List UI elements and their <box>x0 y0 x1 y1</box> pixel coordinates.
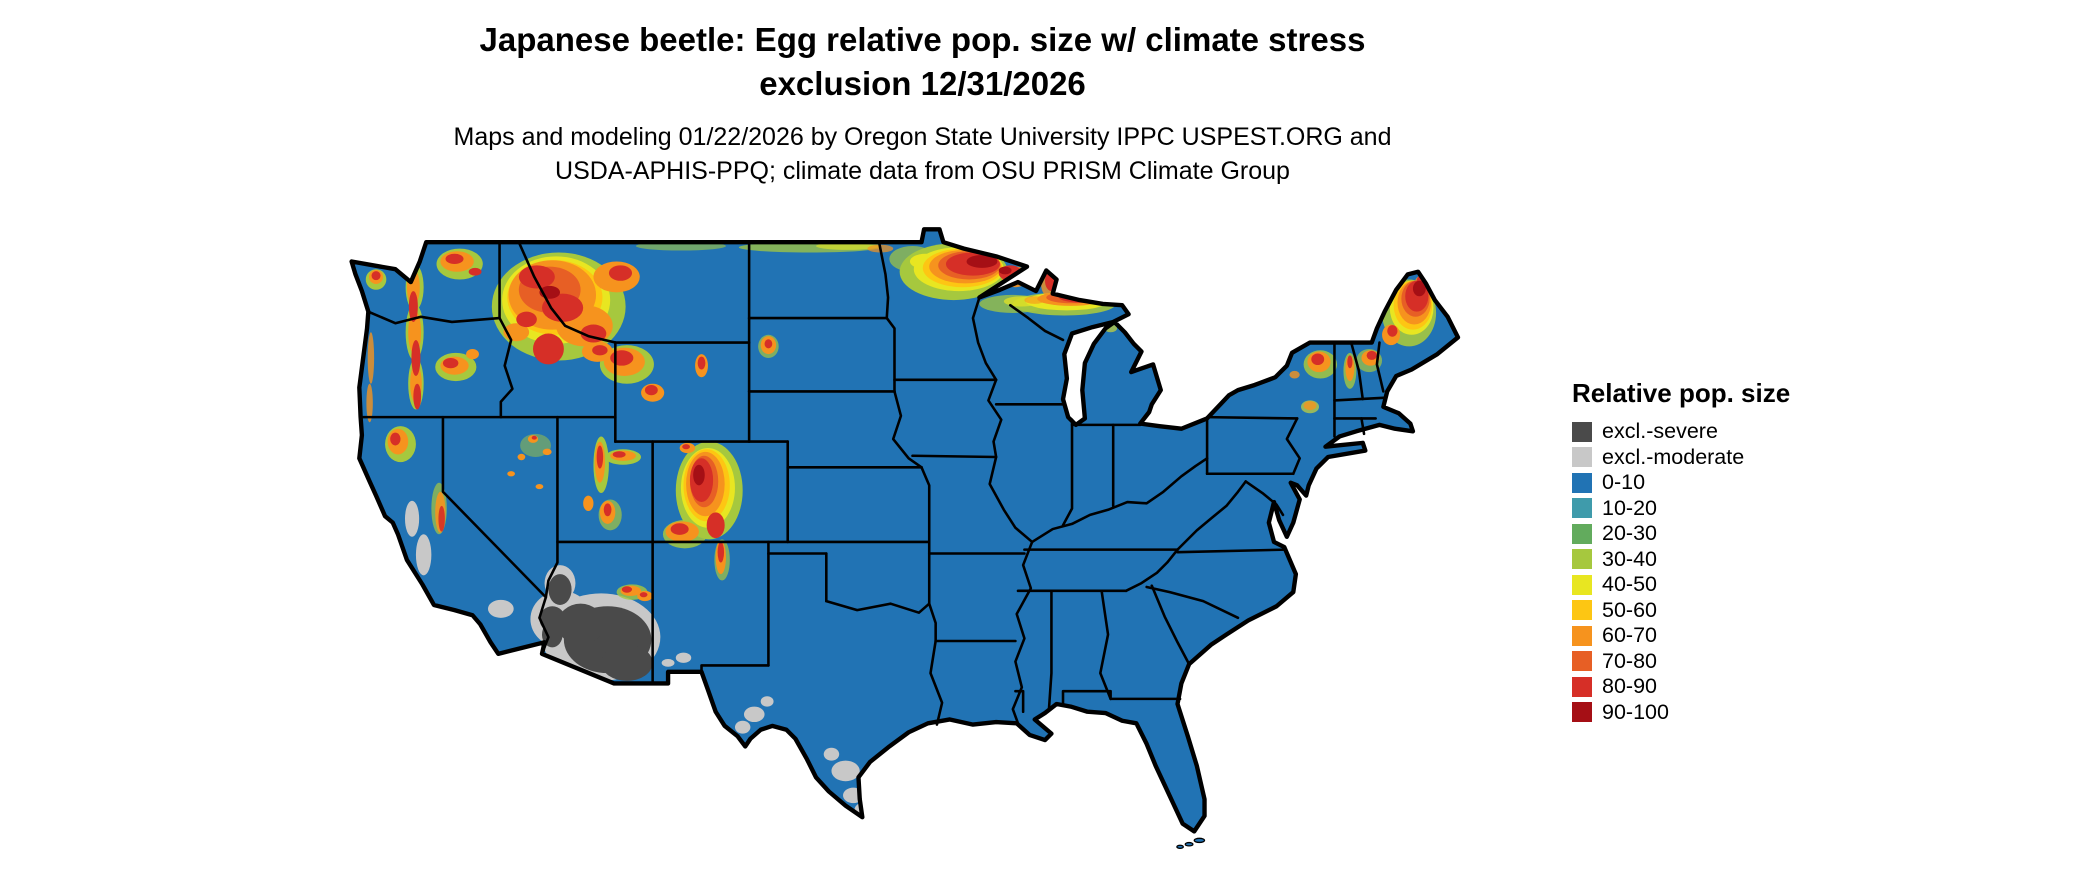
legend: Relative pop. size excl.-severe excl.-mo… <box>1572 378 1790 725</box>
legend-label: 10-20 <box>1602 495 1657 520</box>
legend-item-9: 70-80 <box>1572 649 1790 675</box>
legend-item-11: 90-100 <box>1572 700 1790 726</box>
raster-layer <box>351 229 1458 832</box>
legend-label: 70-80 <box>1602 648 1657 673</box>
legend-item-6: 40-50 <box>1572 572 1790 598</box>
legend-label: 40-50 <box>1602 572 1657 596</box>
legend-swatch-0-10 <box>1572 472 1592 493</box>
legend-items: excl.-severe excl.-moderate 0-10 10-20 2… <box>1572 419 1790 725</box>
us-map <box>295 210 1530 879</box>
florida-keys <box>1176 837 1206 850</box>
legend-swatch-40-50 <box>1572 574 1592 595</box>
legend-item-10: 80-90 <box>1572 674 1790 700</box>
legend-swatch-70-80 <box>1572 651 1592 672</box>
population-base-raster <box>351 229 1458 832</box>
legend-label: excl.-severe <box>1602 419 1718 443</box>
legend-swatch-30-40 <box>1572 549 1592 570</box>
map-title-line1: Japanese beetle: Egg relative pop. size … <box>479 21 1366 58</box>
legend-swatch-excl-moderate <box>1572 447 1592 468</box>
legend-swatch-90-100 <box>1572 702 1592 723</box>
map-attribution-line1: Maps and modeling 01/22/2026 by Oregon S… <box>453 123 1392 152</box>
legend-swatch-excl-severe <box>1572 421 1592 442</box>
legend-item-3: 10-20 <box>1572 496 1790 522</box>
legend-item-8: 60-70 <box>1572 623 1790 649</box>
map-attribution-line2: USDA-APHIS-PPQ; climate data from OSU PR… <box>555 156 1290 185</box>
state-borders <box>359 240 1385 726</box>
legend-swatch-80-90 <box>1572 676 1592 697</box>
legend-label: excl.-moderate <box>1602 444 1745 469</box>
map-title-line2: exclusion 12/31/2026 <box>759 64 1086 102</box>
legend-swatch-20-30 <box>1572 523 1592 544</box>
legend-label: 20-30 <box>1602 521 1657 545</box>
legend-item-0: excl.-severe <box>1572 419 1790 445</box>
legend-label: 90-100 <box>1602 699 1669 724</box>
header: Japanese beetle: Egg relative pop. size … <box>0 18 1845 188</box>
legend-label: 0-10 <box>1602 470 1646 494</box>
map-attribution: Maps and modeling 01/22/2026 by Oregon S… <box>0 121 1845 188</box>
legend-label: 30-40 <box>1602 546 1657 571</box>
map-title: Japanese beetle: Egg relative pop. size … <box>0 18 1845 105</box>
us-outline <box>349 227 1461 834</box>
us-map-svg <box>349 227 1461 850</box>
legend-item-7: 50-60 <box>1572 598 1790 624</box>
legend-swatch-60-70 <box>1572 625 1592 646</box>
legend-label: 50-60 <box>1602 597 1657 622</box>
legend-swatch-10-20 <box>1572 498 1592 519</box>
legend-title: Relative pop. size <box>1572 378 1791 408</box>
legend-item-4: 20-30 <box>1572 521 1790 547</box>
legend-label: 60-70 <box>1602 623 1657 647</box>
legend-swatch-50-60 <box>1572 600 1592 621</box>
legend-item-5: 30-40 <box>1572 547 1790 573</box>
legend-label: 80-90 <box>1602 674 1657 698</box>
legend-item-1: excl.-moderate <box>1572 445 1790 471</box>
exclusion-severe-region <box>539 574 653 681</box>
legend-item-2: 0-10 <box>1572 470 1790 496</box>
